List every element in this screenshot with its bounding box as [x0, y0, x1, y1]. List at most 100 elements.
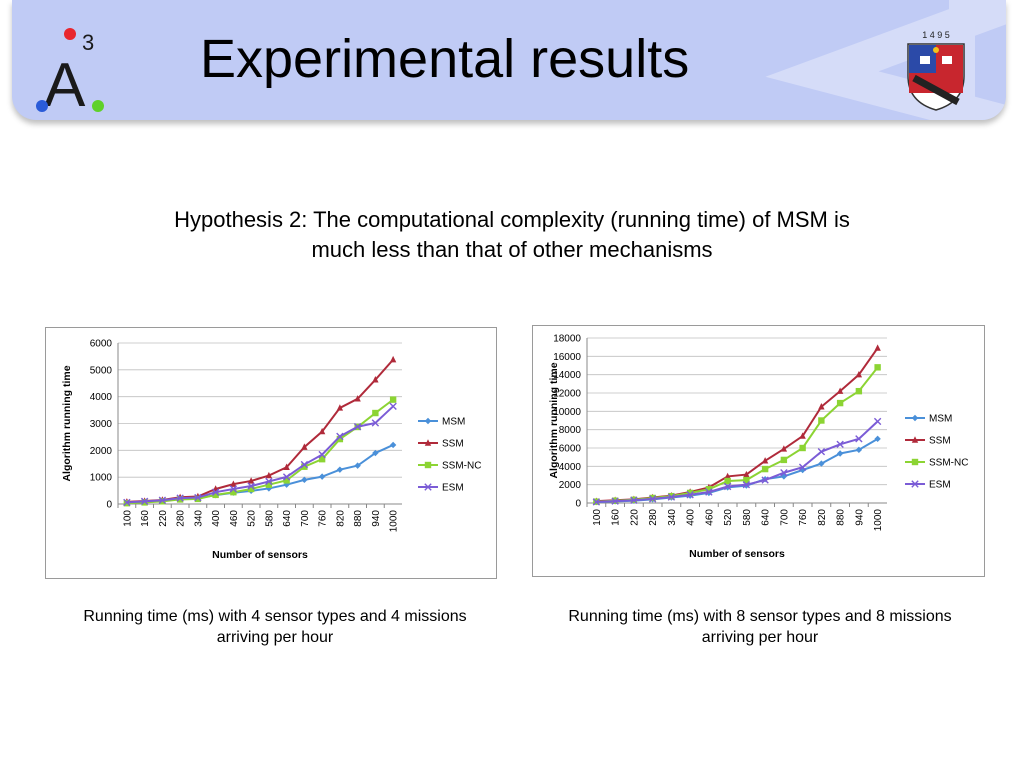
x-tick-label: 280	[648, 509, 659, 526]
caption-left-line-1: Running time (ms) with 4 sensor types an…	[83, 608, 467, 625]
hypothesis-line-1: Hypothesis 2: The computational complexi…	[174, 207, 850, 232]
x-tick-label: 220	[629, 509, 640, 526]
data-point	[780, 456, 788, 464]
legend-marker	[424, 483, 432, 491]
series-line	[126, 398, 394, 505]
data-point	[282, 473, 291, 481]
legend-label: SSM-NC	[442, 461, 481, 472]
data-point	[855, 435, 863, 443]
x-tick-label: 760	[798, 509, 809, 526]
data-point	[301, 443, 308, 450]
x-tick-label: 700	[779, 509, 790, 526]
data-point	[336, 404, 344, 411]
data-point	[667, 493, 676, 501]
data-point	[230, 488, 237, 496]
data-point	[176, 494, 184, 502]
series-ssm-nc	[593, 364, 881, 505]
data-point	[318, 473, 326, 480]
data-point	[265, 481, 273, 488]
series-line	[126, 444, 394, 504]
data-point	[230, 480, 237, 487]
data-point	[724, 477, 731, 485]
x-tick-label: 820	[335, 510, 346, 527]
data-point	[283, 463, 290, 470]
data-point	[372, 449, 379, 457]
series-msm	[123, 441, 397, 506]
legend-entry: ESM	[418, 483, 464, 494]
caption-left-line-2: arriving per hour	[216, 629, 334, 646]
green-dot-icon	[92, 100, 104, 112]
x-tick-label: 160	[611, 509, 622, 526]
legend-label: SSM	[442, 439, 464, 450]
x-tick-label: 400	[211, 510, 222, 527]
data-point	[874, 344, 881, 351]
series-line	[596, 347, 879, 503]
hypothesis-line-2: much less than that of other mechanisms	[311, 237, 713, 262]
y-tick-label: 5000	[90, 365, 113, 376]
data-point	[705, 486, 713, 493]
series-line	[126, 405, 394, 504]
caption-left: Running time (ms) with 4 sensor types an…	[55, 606, 495, 648]
y-axis-label: Algorithm running time	[548, 362, 560, 478]
x-tick-label: 640	[761, 509, 772, 526]
data-point	[318, 455, 326, 463]
data-point	[372, 376, 379, 383]
x-tick-label: 580	[264, 510, 275, 527]
page-title: Experimental results	[200, 29, 690, 89]
y-tick-label: 1000	[90, 473, 113, 484]
data-point	[212, 491, 219, 499]
data-point	[818, 403, 825, 410]
data-point	[265, 471, 273, 479]
x-tick-label: 880	[353, 510, 364, 527]
x-tick-label: 760	[318, 510, 329, 527]
chart-left: 0 1000 2000 3000 4000 5000 6000 100 160 220 280 340…	[61, 339, 481, 562]
series-esm	[123, 402, 397, 507]
data-point	[389, 396, 397, 403]
y-tick-label: 10000	[553, 407, 581, 418]
a3-logo: A 3	[34, 26, 114, 120]
data-point	[705, 488, 713, 496]
data-point	[780, 445, 788, 452]
logo-superscript: 3	[82, 30, 94, 55]
x-tick-label: 880	[836, 509, 847, 526]
chart-right: 0 2000 4000 6000 8000 10000 12000 14000 16000 180…	[548, 334, 968, 561]
data-point	[194, 493, 202, 502]
legend-label: MSM	[929, 414, 952, 425]
y-tick-label: 0	[575, 499, 581, 510]
data-point	[318, 427, 326, 435]
data-point	[723, 482, 732, 491]
data-point	[211, 488, 220, 496]
x-tick-label: 580	[742, 509, 753, 526]
data-point	[798, 463, 807, 471]
data-point	[301, 463, 308, 470]
data-point	[686, 491, 694, 499]
data-point	[592, 498, 601, 506]
data-point	[855, 387, 863, 395]
legend-label: SSM-NC	[929, 458, 968, 469]
data-point	[389, 402, 397, 411]
y-tick-label: 16000	[553, 352, 581, 363]
data-point	[836, 440, 844, 449]
data-point	[229, 485, 238, 493]
legend-entry: MSM	[905, 414, 952, 425]
data-point	[247, 485, 255, 493]
legend-marker	[911, 480, 919, 488]
data-point	[247, 482, 255, 490]
x-tick-label: 1000	[389, 510, 400, 533]
caption-right-line-1: Running time (ms) with 8 sensor types an…	[568, 608, 952, 625]
data-point	[318, 450, 326, 459]
x-tick-label: 940	[854, 509, 865, 526]
data-point	[743, 470, 750, 478]
data-point	[372, 409, 379, 417]
data-point	[836, 399, 844, 407]
legend-label: ESM	[442, 483, 464, 494]
data-point	[353, 423, 362, 431]
data-point	[176, 496, 184, 503]
hypothesis-text: Hypothesis 2: The computational complexi…	[100, 205, 924, 265]
data-point	[336, 435, 344, 443]
data-point	[389, 441, 397, 449]
data-point	[817, 447, 826, 456]
legend-entry: SSM-NC	[905, 458, 968, 469]
red-dot-icon	[64, 28, 76, 40]
data-point	[371, 419, 380, 427]
